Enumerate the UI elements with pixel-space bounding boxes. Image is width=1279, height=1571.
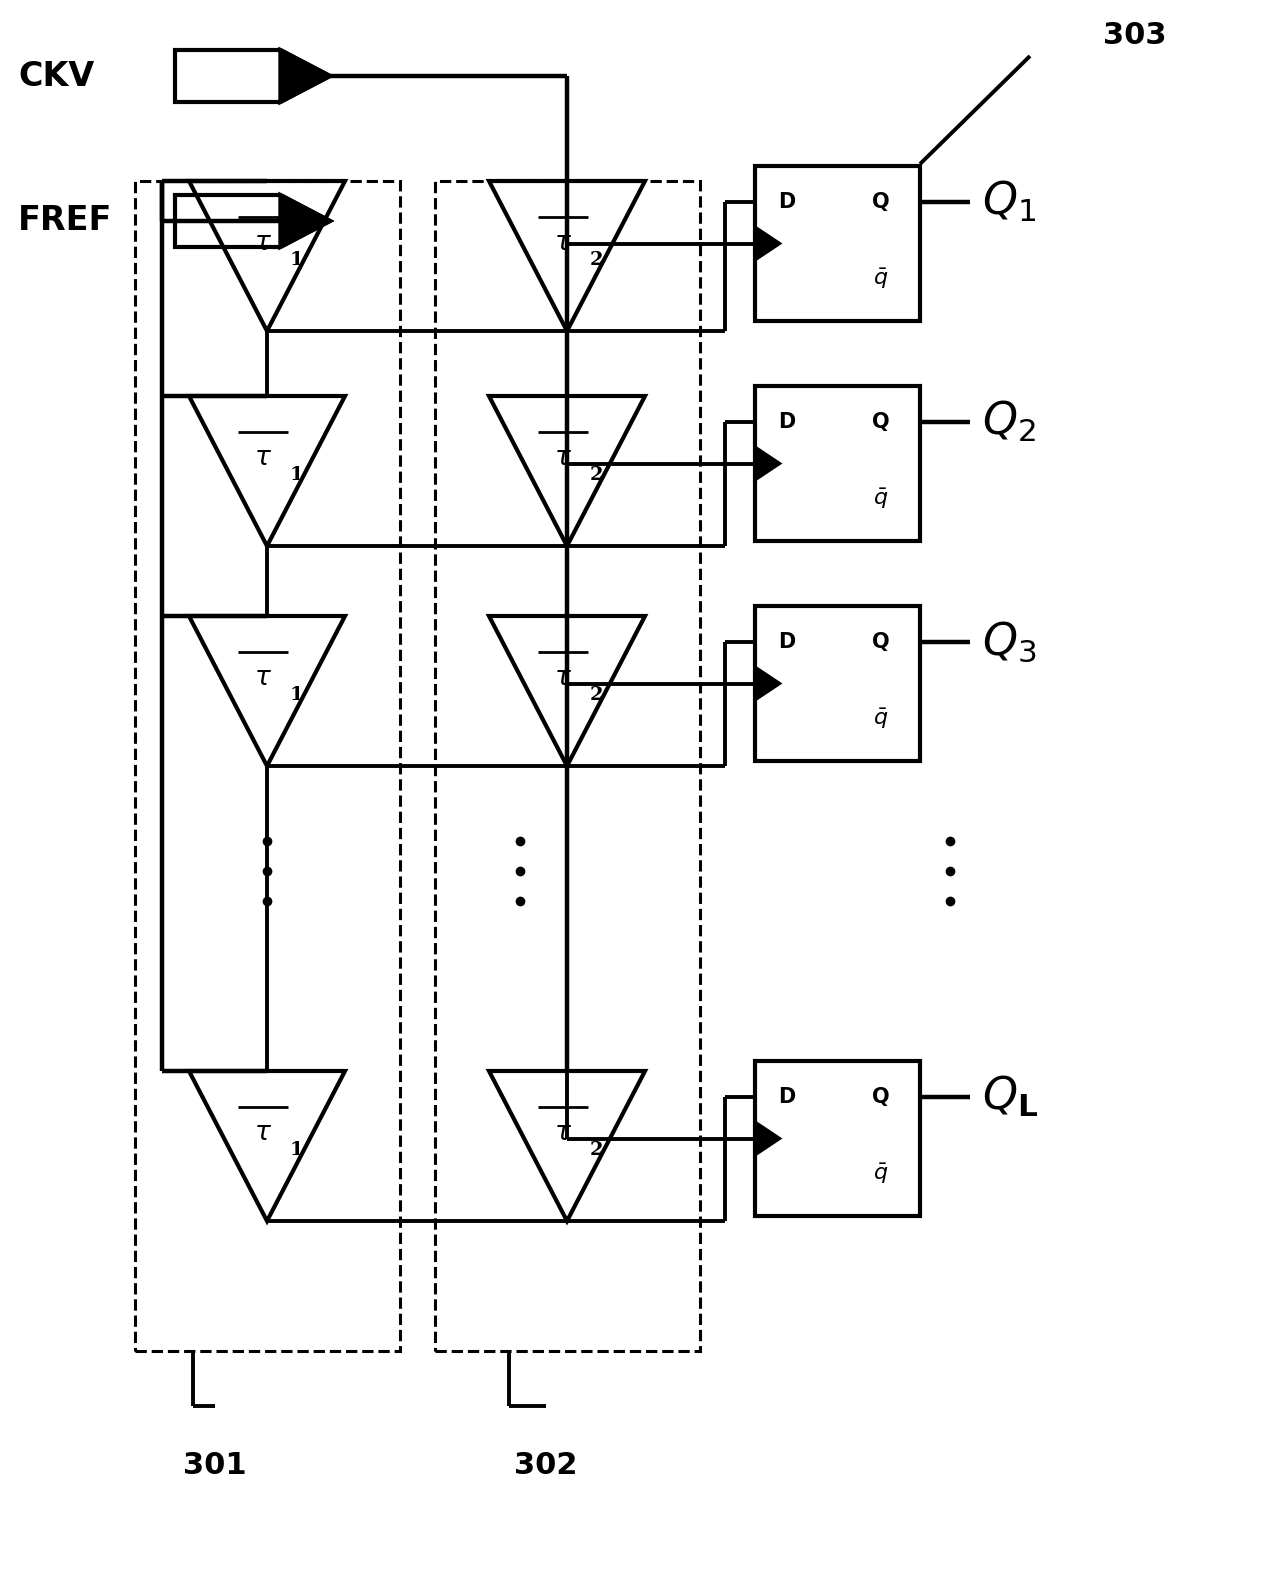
Polygon shape <box>755 226 780 261</box>
Text: D: D <box>778 412 796 432</box>
Text: D: D <box>778 192 796 212</box>
Text: D: D <box>778 632 796 652</box>
Text: $\tau$: $\tau$ <box>554 1120 572 1145</box>
Text: $\bar{q}$: $\bar{q}$ <box>872 487 888 511</box>
Text: $\tau$: $\tau$ <box>255 229 272 255</box>
Polygon shape <box>280 50 330 102</box>
Text: $\tau$: $\tau$ <box>554 665 572 690</box>
Bar <box>136 181 400 1351</box>
Text: $\tau$: $\tau$ <box>255 665 272 690</box>
Text: 2: 2 <box>590 687 604 704</box>
Text: D: D <box>778 1087 796 1106</box>
Text: Q: Q <box>871 192 889 212</box>
Text: 1: 1 <box>290 465 303 484</box>
Polygon shape <box>755 1122 780 1156</box>
Polygon shape <box>280 195 330 247</box>
Bar <box>755 167 920 320</box>
Text: $\tau$: $\tau$ <box>255 445 272 470</box>
Text: $\bar{q}$: $\bar{q}$ <box>872 267 888 291</box>
Text: $\bar{q}$: $\bar{q}$ <box>872 1163 888 1186</box>
Text: $Q_{1}$: $Q_{1}$ <box>982 179 1036 225</box>
Polygon shape <box>755 666 780 701</box>
Text: 301: 301 <box>183 1452 247 1480</box>
Text: Q: Q <box>871 632 889 652</box>
Text: CKV: CKV <box>18 60 95 93</box>
Text: 2: 2 <box>590 465 604 484</box>
Text: 303: 303 <box>1104 22 1166 50</box>
Text: 1: 1 <box>290 251 303 269</box>
Text: $\tau$: $\tau$ <box>255 1120 272 1145</box>
Bar <box>755 606 920 760</box>
Polygon shape <box>755 446 780 481</box>
Text: $Q_{3}$: $Q_{3}$ <box>982 619 1036 665</box>
Text: $Q_{2}$: $Q_{2}$ <box>982 399 1036 445</box>
Text: $\tau$: $\tau$ <box>554 445 572 470</box>
Text: Q: Q <box>871 412 889 432</box>
Text: 2: 2 <box>590 251 604 269</box>
Text: 1: 1 <box>290 1141 303 1159</box>
Text: Q: Q <box>871 1087 889 1106</box>
Text: FREF: FREF <box>18 204 113 237</box>
Text: $Q_{\mathbf{L}}$: $Q_{\mathbf{L}}$ <box>982 1075 1039 1119</box>
Text: 2: 2 <box>590 1141 604 1159</box>
Text: 1: 1 <box>290 687 303 704</box>
Text: $\bar{q}$: $\bar{q}$ <box>872 707 888 732</box>
Text: 302: 302 <box>514 1452 577 1480</box>
Bar <box>755 386 920 540</box>
Text: $\tau$: $\tau$ <box>554 229 572 255</box>
Bar <box>755 1060 920 1216</box>
Bar <box>435 181 700 1351</box>
